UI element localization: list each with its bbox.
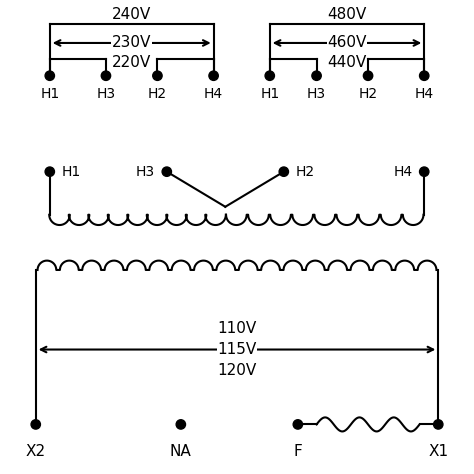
Circle shape bbox=[312, 71, 321, 81]
Text: H1: H1 bbox=[260, 87, 279, 101]
Circle shape bbox=[209, 71, 219, 81]
Text: 460V: 460V bbox=[328, 36, 367, 50]
Circle shape bbox=[279, 167, 289, 176]
Text: H4: H4 bbox=[415, 87, 434, 101]
Text: X2: X2 bbox=[26, 444, 46, 459]
Circle shape bbox=[101, 71, 110, 81]
Circle shape bbox=[176, 420, 185, 429]
Circle shape bbox=[31, 420, 40, 429]
Text: NA: NA bbox=[170, 444, 191, 459]
Text: H4: H4 bbox=[393, 164, 412, 179]
Circle shape bbox=[364, 71, 373, 81]
Text: F: F bbox=[293, 444, 302, 459]
Circle shape bbox=[293, 420, 302, 429]
Text: H2: H2 bbox=[148, 87, 167, 101]
Text: H1: H1 bbox=[62, 164, 81, 179]
Text: H2: H2 bbox=[295, 164, 315, 179]
Text: H3: H3 bbox=[136, 164, 155, 179]
Circle shape bbox=[162, 167, 172, 176]
Text: 240V: 240V bbox=[112, 7, 151, 22]
Text: H2: H2 bbox=[358, 87, 378, 101]
Text: H4: H4 bbox=[204, 87, 223, 101]
Text: 110V: 110V bbox=[218, 321, 256, 336]
Text: H1: H1 bbox=[40, 87, 59, 101]
Text: H3: H3 bbox=[307, 87, 326, 101]
Text: 220V: 220V bbox=[112, 55, 151, 70]
Text: X1: X1 bbox=[428, 444, 448, 459]
Text: H3: H3 bbox=[96, 87, 116, 101]
Text: 440V: 440V bbox=[328, 55, 366, 70]
Circle shape bbox=[45, 71, 55, 81]
Circle shape bbox=[419, 71, 429, 81]
Circle shape bbox=[45, 167, 55, 176]
Text: 115V: 115V bbox=[218, 342, 256, 357]
Circle shape bbox=[419, 167, 429, 176]
Text: 230V: 230V bbox=[112, 36, 151, 50]
Circle shape bbox=[153, 71, 162, 81]
Circle shape bbox=[434, 420, 443, 429]
Circle shape bbox=[265, 71, 274, 81]
Text: 120V: 120V bbox=[218, 363, 256, 378]
Text: 480V: 480V bbox=[328, 7, 366, 22]
